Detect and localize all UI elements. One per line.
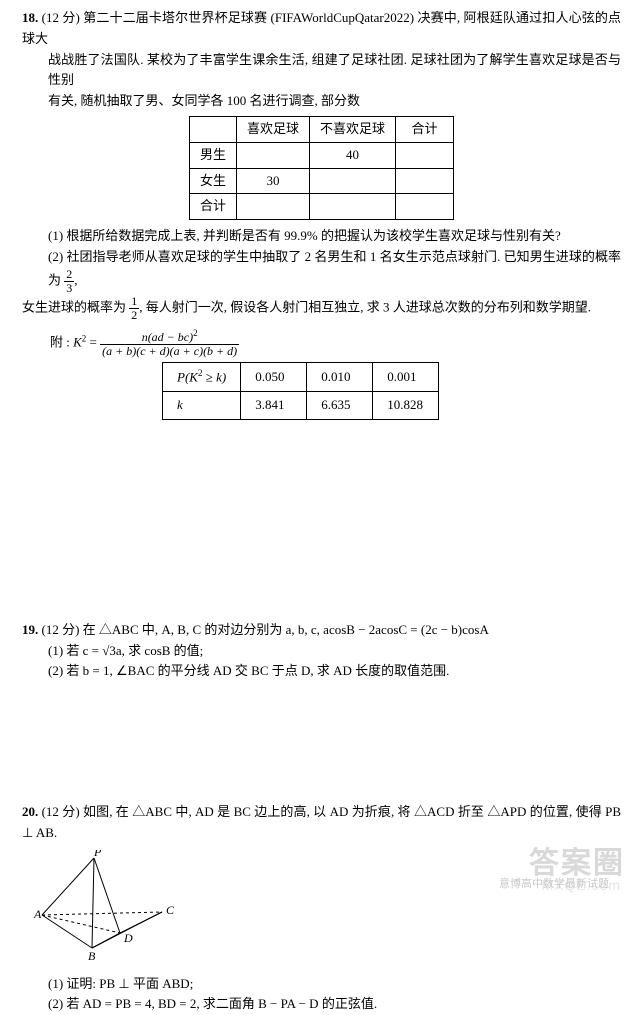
q18-r3c1	[236, 194, 309, 220]
fraction-icon: n(ad − bc)2(a + b)(c + d)(a + c)(b + d)	[100, 329, 239, 358]
q18-p3: 女生进球的概率为 12, 每人射门一次, 假设各人射门相互独立, 求 3 人进球…	[22, 295, 621, 322]
q18-s-h0: P(K2 ≥ k)	[163, 362, 241, 391]
q18-pts: (12 分)	[42, 10, 80, 25]
q18-s-r2: 6.635	[307, 392, 373, 420]
q18-h3: 合计	[396, 116, 454, 142]
q18-s-h2: 0.010	[307, 362, 373, 391]
q18-s-r0: k	[163, 392, 241, 420]
q18-t2: 战战胜了法国队. 某校为了丰富学生课余生活, 组建了足球社团. 足球社团为了解学…	[22, 50, 621, 92]
fraction-icon: 12	[129, 295, 139, 322]
q18-r3c0: 合计	[189, 194, 236, 220]
q20-p1: (1) 证明: PB ⊥ 平面 ABD;	[22, 974, 621, 995]
tetrahedron-icon: P A B C D	[32, 850, 182, 965]
spacer	[22, 692, 621, 802]
q18-t3: 有关, 随机抽取了男、女同学各 100 名进行调查, 部分数	[22, 91, 621, 112]
q20-p2: (2) 若 AD = PB = 4, BD = 2, 求二面角 B − PA −…	[22, 994, 621, 1015]
svg-text:C: C	[166, 903, 175, 917]
q18-p2: (2) 社团指导老师从喜欢足球的学生中抽取了 2 名男生和 1 名女生示范点球射…	[22, 247, 621, 295]
svg-text:D: D	[123, 931, 133, 945]
q18-r2c0: 女生	[189, 168, 236, 194]
q18-h2: 不喜欢足球	[310, 116, 396, 142]
q18-r2c1: 30	[236, 168, 309, 194]
q19-p2: (2) 若 b = 1, ∠BAC 的平分线 AD 交 BC 于点 D, 求 A…	[22, 661, 621, 682]
q18-r1c0: 男生	[189, 142, 236, 168]
q19-p1a: (1) 若 c =	[48, 643, 102, 658]
q18-r3c3	[396, 194, 454, 220]
q18-fl: 附 :	[50, 334, 73, 349]
q18-p1: (1) 根据所给数据完成上表, 并判断是否有 99.9% 的把握认为该校学生喜欢…	[22, 226, 621, 247]
q18-p3a: 女生进球的概率为	[22, 300, 129, 315]
q18-s-r1: 3.841	[241, 392, 307, 420]
svg-text:P: P	[93, 850, 102, 859]
q18-r1c3	[396, 142, 454, 168]
svg-text:B: B	[88, 949, 96, 963]
q20-pts: (12 分)	[42, 804, 80, 819]
q18-r3c2	[310, 194, 396, 220]
q19-num: 19.	[22, 622, 38, 637]
q18-r1c2: 40	[310, 142, 396, 168]
fraction-icon: 23	[64, 268, 74, 295]
q20-b: 如图, 在 △ABC 中, AD 是 BC 边上的高, 以 AD 为折痕, 将 …	[22, 804, 621, 840]
q18-s-h1: 0.050	[241, 362, 307, 391]
problem-18: 18. (12 分) 第二十二届卡塔尔世界杯足球赛 (FIFAWorldCupQ…	[22, 8, 621, 420]
q19-pts: (12 分)	[42, 622, 80, 637]
q18-h0	[189, 116, 236, 142]
q20-body: 20. (12 分) 如图, 在 △ABC 中, AD 是 BC 边上的高, 以…	[22, 802, 621, 844]
problem-19: 19. (12 分) 在 △ABC 中, A, B, C 的对边分别为 a, b…	[22, 620, 621, 682]
q18-p2a: (2) 社团指导老师从喜欢足球的学生中抽取了 2 名男生和 1 名女生示范点球射…	[48, 249, 621, 287]
problem-20: 20. (12 分) 如图, 在 △ABC 中, AD 是 BC 边上的高, 以…	[22, 802, 621, 1015]
q20-num: 20.	[22, 804, 38, 819]
q19-p1b: a, 求 cosB 的值;	[116, 643, 203, 658]
q18-line1: 18. (12 分) 第二十二届卡塔尔世界杯足球赛 (FIFAWorldCupQ…	[22, 8, 621, 50]
q18-eq: =	[86, 334, 100, 349]
q18-formula: 附 : K2 = n(ad − bc)2(a + b)(c + d)(a + c…	[50, 329, 621, 358]
q19-b: 在 △ABC 中, A, B, C 的对边分别为 a, b, c, acosB …	[83, 622, 489, 637]
spacer	[22, 430, 621, 620]
q20-figure: P A B C D	[32, 850, 621, 972]
q18-h1: 喜欢足球	[236, 116, 309, 142]
q18-r2c2	[310, 168, 396, 194]
q18-stat-table: P(K2 ≥ k) 0.050 0.010 0.001 k 3.841 6.63…	[162, 362, 439, 420]
q18-p3b: , 每人射门一次, 假设各人射门相互独立, 求 3 人进球总次数的分布列和数学期…	[139, 300, 591, 315]
sqrt-icon: √3	[102, 643, 116, 658]
q19-p1: (1) 若 c = √3a, 求 cosB 的值;	[22, 641, 621, 662]
q18-t1: 第二十二届卡塔尔世界杯足球赛 (FIFAWorldCupQatar2022) 决…	[22, 10, 621, 46]
q18-p2c: ,	[74, 272, 77, 287]
q18-num: 18.	[22, 10, 38, 25]
q18-K: K	[73, 334, 82, 349]
svg-text:A: A	[33, 907, 42, 921]
q18-s-r3: 10.828	[373, 392, 439, 420]
q18-s-h3: 0.001	[373, 362, 439, 391]
q18-table: 喜欢足球 不喜欢足球 合计 男生 40 女生 30 合计	[189, 116, 454, 220]
q18-r1c1	[236, 142, 309, 168]
q18-r2c3	[396, 168, 454, 194]
q19-body: 19. (12 分) 在 △ABC 中, A, B, C 的对边分别为 a, b…	[22, 620, 621, 641]
